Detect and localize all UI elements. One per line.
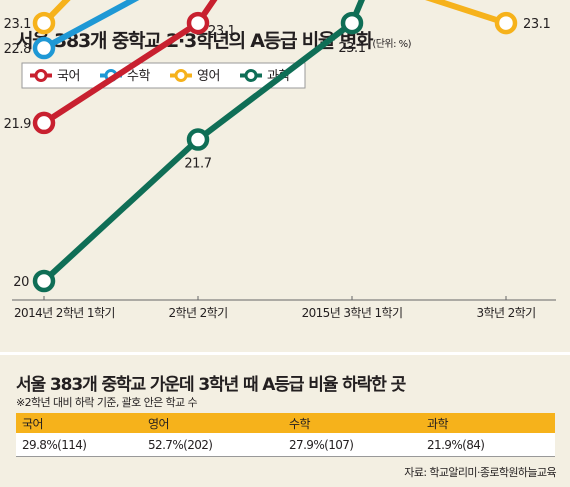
header-korean: 국어	[22, 416, 43, 431]
legend-label: 영어	[197, 69, 220, 84]
x-tick-label: 2학년 2학기	[168, 306, 227, 320]
data-point	[32, 36, 56, 60]
legend-swatch-marker	[34, 69, 48, 82]
value-math: 27.9%(107)	[289, 437, 354, 452]
data-point	[32, 11, 56, 35]
value-english: 52.7%(202)	[148, 437, 213, 452]
data-label: 23.1	[523, 17, 550, 32]
source-note: 자료: 학교알리미·종로학원하늘교육	[404, 466, 556, 479]
section-divider	[0, 352, 570, 355]
chart-unit: (단위: %)	[372, 39, 412, 50]
data-label: 20	[13, 275, 29, 290]
chart-title: 서울 383개 중학교 2·3학년의 A등급 비율 변화(단위: %)	[16, 26, 412, 53]
legend-label: 국어	[57, 69, 80, 84]
data-label: 21.9	[4, 117, 31, 132]
table-header-row: 국어 영어 수학 과학	[16, 413, 555, 433]
table-value-row: 29.8%(114) 52.7%(202) 27.9%(107) 21.9%(8…	[16, 433, 555, 457]
data-label: 23.1	[4, 17, 31, 32]
x-tick-label: 2015년 3학년 1학기	[302, 306, 403, 320]
data-labels: 21.923.125.826.822.823.82728.923.12523.7…	[4, 17, 551, 290]
series-line	[41, 0, 365, 284]
data-point	[32, 269, 56, 293]
legend-swatch-marker	[174, 69, 188, 82]
data-point	[494, 11, 518, 35]
value-korean: 29.8%(114)	[22, 437, 87, 452]
x-axis: 2014년 2학년 1학기 2학년 2학기 2015년 3학년 1학기 3학년 2학기	[12, 296, 556, 320]
x-tick-label: 3학년 2학기	[476, 306, 535, 320]
data-point	[340, 11, 364, 35]
series-line	[42, 0, 140, 51]
data-label: 23.1	[208, 24, 235, 39]
table-title: 서울 383개 중학교 가운데 3학년 때 A등급 비율 하락한 곳	[16, 375, 406, 395]
legend-label: 수학	[127, 69, 150, 84]
value-science: 21.9%(84)	[427, 437, 485, 452]
data-label: 21.7	[184, 157, 211, 172]
line-chart: 국어 수학 영어 과학 2014년 2학년 1학기 2학년 2학기 2015년 3학년 1…	[4, 0, 556, 320]
table-note: ※2학년 대비 하락 기준, 괄호 안은 학교 수	[16, 396, 198, 409]
data-label: 23.1	[338, 41, 365, 56]
series-line	[42, 0, 218, 126]
data-point	[186, 11, 210, 35]
header-science: 과학	[427, 416, 448, 431]
data-label: 22.8	[4, 42, 31, 57]
legend-swatch-marker	[244, 69, 258, 82]
series-lines	[32, 0, 518, 293]
chart-title-text: 서울 383개 중학교 2·3학년의 A등급 비율 변화	[16, 30, 374, 52]
header-english: 영어	[148, 416, 169, 431]
legend: 국어 수학 영어 과학	[30, 69, 291, 84]
decline-table: 국어 영어 수학 과학 29.8%(114) 52.7%(202) 27.9%(…	[16, 413, 555, 457]
x-tick-label: 2014년 2학년 1학기	[14, 306, 115, 320]
data-point	[32, 111, 56, 135]
header-math: 수학	[289, 416, 310, 431]
data-point	[186, 128, 210, 151]
